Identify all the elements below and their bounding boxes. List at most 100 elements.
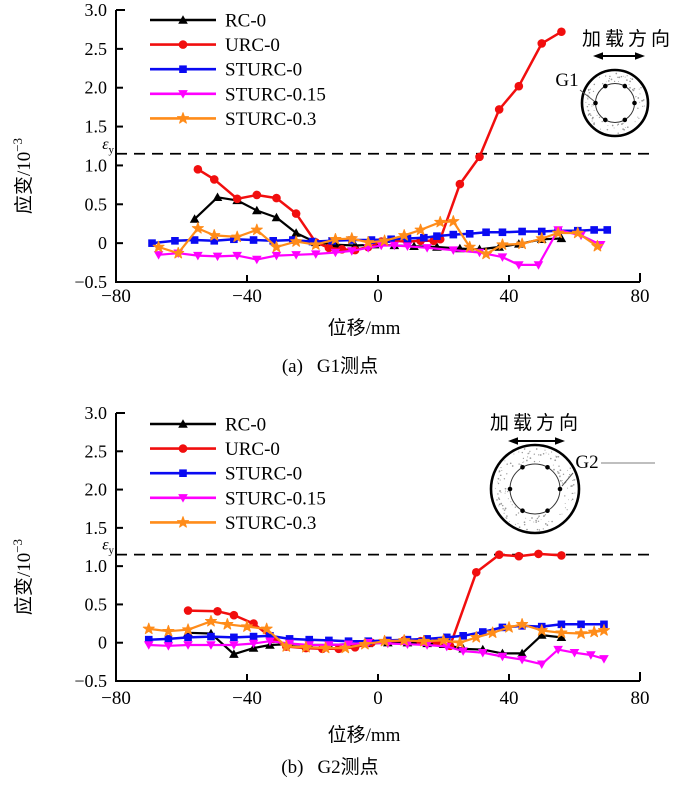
STURC-0.15-marker (248, 639, 259, 649)
concrete-speckle (517, 522, 519, 524)
concrete-speckle (503, 512, 505, 514)
concrete-speckle (620, 75, 623, 78)
legend-label: URC-0 (225, 439, 280, 460)
concrete-speckle (504, 460, 506, 462)
concrete-speckle (643, 105, 645, 107)
concrete-speckle (607, 125, 609, 126)
concrete-speckle (559, 469, 562, 472)
y-tick-label: 2.5 (85, 39, 108, 59)
concrete-speckle (591, 105, 593, 107)
concrete-speckle (507, 490, 509, 493)
concrete-speckle (527, 452, 529, 455)
x-axis-title: 位移/mm (328, 724, 401, 746)
legend-item-STURC-0: STURC-0 (150, 60, 302, 81)
concrete-speckle (543, 515, 545, 517)
concrete-speckle (558, 465, 560, 467)
URC-0-marker (232, 194, 242, 204)
URC-0-marker (475, 152, 484, 162)
legend-marker-square (179, 469, 187, 477)
STURC-0-marker (603, 226, 612, 234)
concrete-speckle (633, 87, 636, 90)
legend-label: RC-0 (225, 415, 266, 436)
STURC-0.15-marker (252, 255, 262, 265)
STURC-0-marker (266, 632, 274, 640)
STURC-0.15-marker (143, 641, 154, 650)
x-tick-label: −80 (101, 688, 131, 709)
concrete-speckle (518, 451, 520, 453)
y-tick-label: 1.0 (85, 155, 108, 175)
concrete-speckle (554, 459, 557, 462)
RC-0-marker (291, 228, 301, 237)
concrete-speckle (586, 97, 588, 99)
y-tick-label: 0 (98, 233, 107, 253)
legend-label: STURC-0 (225, 464, 302, 485)
STURC-0.3-marker (319, 641, 332, 654)
STURC-0-marker (190, 236, 199, 244)
concrete-speckle (574, 492, 576, 494)
legend: RC-0 URC-0 STURC-0 STURC-0.15 STURC-0.3 (150, 11, 326, 130)
STURC-0.3-marker (555, 626, 568, 638)
concrete-speckle (533, 521, 535, 523)
concrete-speckle (500, 492, 502, 494)
concrete-speckle (634, 121, 636, 123)
concrete-speckle (507, 498, 509, 500)
concrete-speckle (518, 463, 520, 465)
concrete-speckle (637, 107, 639, 110)
concrete-speckle (551, 520, 553, 523)
STURC-0.3-marker (208, 229, 221, 241)
STURC-0.15-marker (441, 642, 452, 652)
concrete-speckle (520, 463, 522, 466)
concrete-speckle (561, 482, 564, 484)
concrete-speckle (499, 490, 501, 492)
URC-0-marker (252, 190, 262, 200)
STURC-0-marker (459, 632, 467, 640)
STURC-0-marker (557, 620, 566, 629)
x-tick-label: 0 (373, 688, 383, 709)
concrete-speckle (587, 98, 589, 100)
series-STURC-0.3 (142, 614, 610, 654)
concrete-speckle (544, 514, 547, 516)
concrete-speckle (572, 492, 574, 494)
STURC-0.3-marker (260, 622, 273, 635)
x-tick-label: −40 (232, 286, 262, 307)
concrete-speckle (499, 479, 501, 481)
concrete-speckle (591, 104, 593, 106)
y-tick-label: 1.5 (85, 518, 108, 538)
concrete-speckle (546, 524, 549, 526)
concrete-speckle (607, 80, 610, 82)
concrete-speckle (542, 452, 545, 455)
concrete-speckle (605, 81, 607, 83)
STURC-0.15-marker (599, 655, 609, 664)
concrete-speckle (571, 485, 573, 487)
concrete-speckle (526, 528, 528, 531)
legend: RC-0 URC-0 STURC-0 STURC-0.15 STURC-0.3 (150, 415, 326, 534)
concrete-speckle (535, 519, 537, 522)
legend-marker-circle (178, 40, 188, 49)
concrete-speckle (557, 455, 560, 458)
STURC-0.3-marker (378, 634, 391, 647)
concrete-speckle (627, 126, 629, 128)
concrete-speckle (498, 498, 501, 500)
STURC-0.15-marker (212, 252, 223, 262)
concrete-speckle (538, 515, 540, 517)
concrete-speckle (502, 508, 504, 510)
STURC-0.3-marker (496, 238, 509, 250)
rebar-dot (593, 100, 598, 106)
y-tick-label: 0 (98, 633, 107, 653)
concrete-speckle (539, 461, 541, 462)
concrete-speckle (629, 87, 631, 89)
STURC-0-marker (230, 235, 238, 244)
concrete-speckle (564, 495, 566, 497)
concrete-speckle (504, 507, 507, 510)
x-tick-label: −80 (101, 286, 131, 307)
concrete-speckle (622, 128, 624, 130)
concrete-speckle (506, 515, 508, 517)
STURC-0-marker (210, 237, 219, 245)
STURC-0.3-marker (597, 624, 610, 636)
concrete-speckle (561, 513, 563, 515)
concrete-speckle (503, 478, 506, 480)
STURC-0.3-marker (571, 226, 584, 239)
RC-0-marker (212, 192, 223, 201)
concrete-speckle (587, 88, 590, 91)
